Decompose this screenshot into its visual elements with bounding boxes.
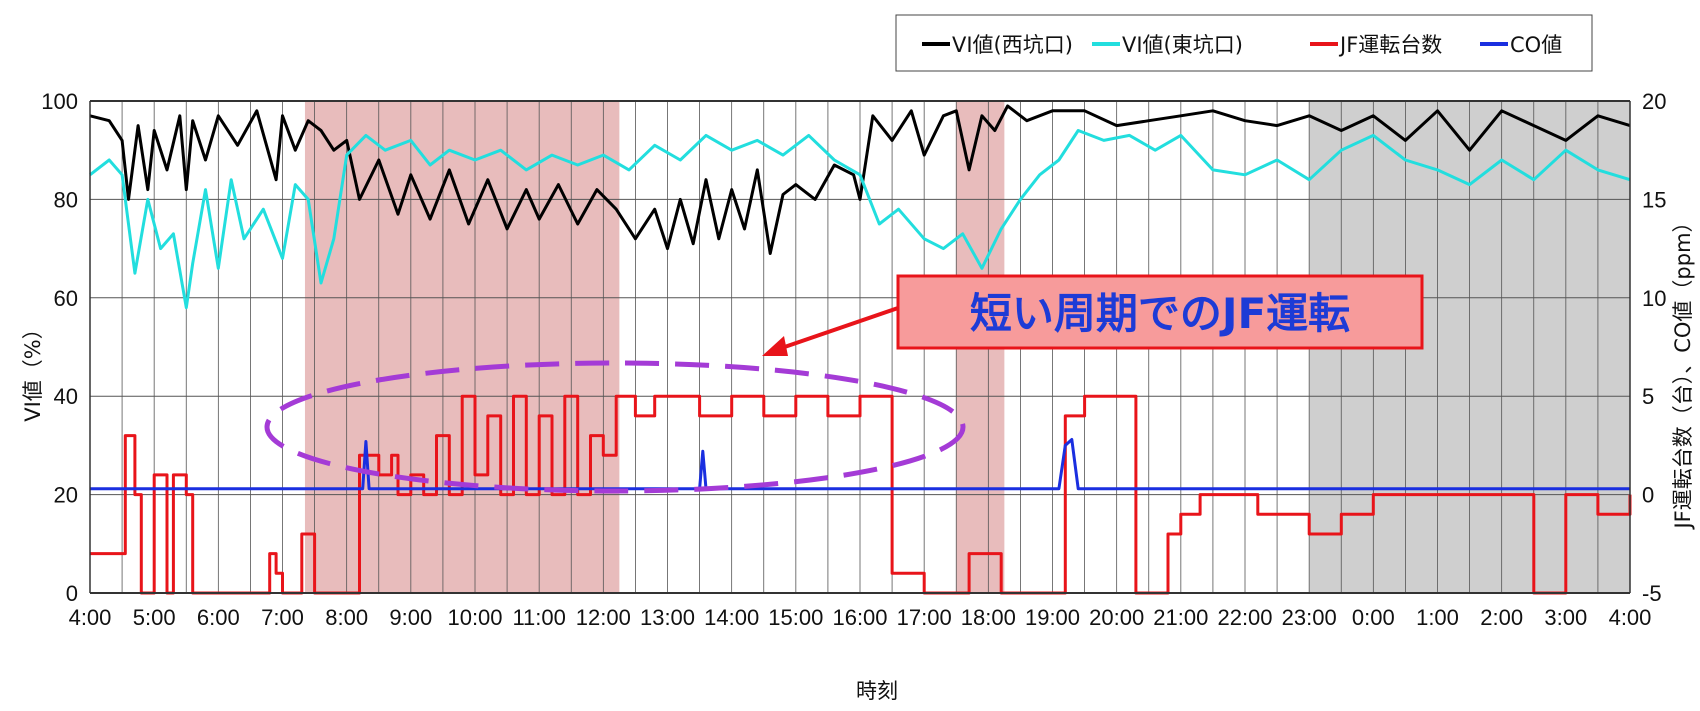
x-axis-label: 時刻 (856, 679, 898, 703)
y-left-tick-labels: 0 20 40 60 80 100 (41, 89, 78, 606)
series-line-vi-east (89, 129, 1631, 310)
x-tick-label: 16:00 (832, 605, 887, 630)
legend-label-vi-east: VI値(東坑口) (1122, 33, 1243, 57)
x-tick-label: 21:00 (1153, 605, 1208, 630)
x-tick-label: 11:00 (512, 605, 565, 630)
x-tick-label: 12:00 (576, 605, 631, 630)
legend: VI値(西坑口) VI値(東坑口) JF運転台数 CO値 (895, 14, 1593, 72)
y-left-tick-100: 100 (41, 89, 78, 114)
series-line-vi-west (89, 104, 1631, 255)
x-tick-label: 15:00 (768, 605, 823, 630)
x-tick-labels: 4:00 5:00 6:00 7:00 8:00 9:00 10:00 11:00 12:00 1… (69, 605, 1652, 630)
y-right-tick-5: 5 (1642, 384, 1654, 409)
y-left-tick-80: 80 (54, 187, 78, 212)
x-tick-label: 4:00 (69, 605, 112, 630)
x-tick-label: 9:00 (389, 605, 432, 630)
legend-box (895, 14, 1593, 72)
x-tick-label: 7:00 (261, 605, 304, 630)
x-tick-label: 13:00 (640, 605, 695, 630)
x-tick-label: 17:00 (897, 605, 952, 630)
y-right-tick-20: 20 (1642, 89, 1666, 114)
x-tick-label: 19:00 (1025, 605, 1080, 630)
callout-arrow-line (769, 306, 899, 354)
y-left-axis-label: VI値（%） (21, 318, 45, 422)
x-tick-label: 22:00 (1217, 605, 1272, 630)
y-right-tick--5: -5 (1642, 581, 1662, 606)
x-tick-label: 3:00 (1544, 605, 1587, 630)
band-pink-0 (304, 101, 620, 593)
y-right-tick-0: 0 (1642, 483, 1654, 508)
callout-arrow-head (762, 336, 788, 356)
callout-box (896, 274, 1424, 350)
data-series (89, 104, 1632, 595)
x-tick-label: 10:00 (447, 605, 502, 630)
y-right-tick-15: 15 (1642, 187, 1666, 212)
series-line-jf (90, 394, 1632, 595)
x-tick-label: 8:00 (325, 605, 368, 630)
y-right-axis-label: JF運転台数（台）、CO値（ppm） (1671, 211, 1695, 530)
y-left-tick-20: 20 (54, 483, 78, 508)
x-tick-label: 5:00 (133, 605, 176, 630)
x-tick-label: 1:00 (1416, 605, 1459, 630)
legend-label-co: CO値 (1510, 33, 1562, 57)
y-left-tick-40: 40 (54, 384, 78, 409)
x-tick-label: 2:00 (1480, 605, 1523, 630)
x-tick-label: 18:00 (961, 605, 1016, 630)
y-right-tick-labels: -5 0 5 10 15 20 (1642, 89, 1666, 606)
legend-label-vi-west: VI値(西坑口) (952, 33, 1073, 57)
x-tick-label: 20:00 (1089, 605, 1144, 630)
x-tick-label: 0:00 (1352, 605, 1395, 630)
x-tick-label: 14:00 (704, 605, 759, 630)
legend-label-jf: JF運転台数 (1338, 33, 1442, 57)
highlight-ellipse (264, 360, 966, 494)
callout-text: 短い周期でのJF運転 (970, 289, 1350, 338)
x-tick-label: 23:00 (1282, 605, 1337, 630)
x-tick-label: 6:00 (197, 605, 240, 630)
x-tick-label: 4:00 (1609, 605, 1652, 630)
series-line-co (90, 438, 1630, 491)
y-left-tick-60: 60 (54, 286, 78, 311)
y-right-tick-10: 10 (1642, 286, 1666, 311)
axes (89, 100, 1631, 594)
y-left-tick-0: 0 (66, 581, 78, 606)
